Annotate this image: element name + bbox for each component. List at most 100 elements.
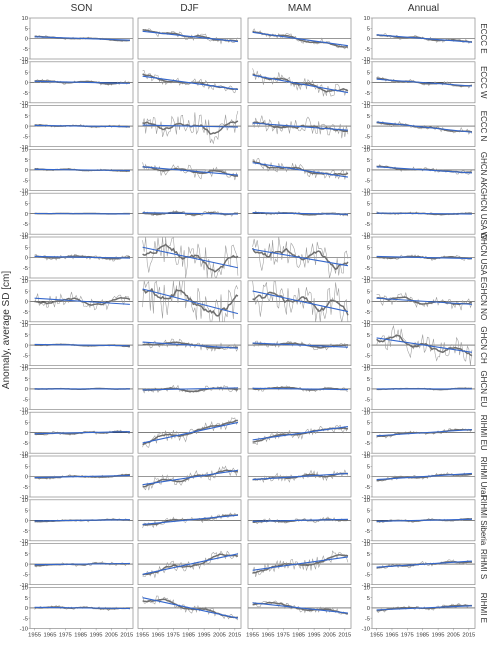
y-tick-label: -10 [362,495,370,501]
y-tick-label: 10 [22,454,28,460]
panel-ghcn-usa-w-son [30,193,133,235]
y-tick-label: 0 [367,343,370,349]
panel-ghcn-ak-djf [138,149,241,191]
panel-frame [137,368,242,410]
x-tick-label: 1965 [44,632,57,638]
y-tick-label: -10 [20,408,28,414]
y-tick-label: 5 [25,421,28,427]
x-tick-label: 1965 [152,632,165,638]
trend-line [34,343,130,347]
trend-line [376,34,472,43]
y-tick-label: -5 [365,397,370,403]
y-tick-label: 0 [25,81,28,87]
y-tick-label: 5 [25,552,28,558]
y-tick-label: -10 [362,320,370,326]
panel-frame [247,587,352,629]
trend-line [376,78,472,87]
y-tick-label: 10 [364,367,370,373]
panel-rihmi-eu-mam [248,412,351,454]
panel-ghcn-ak-mam [248,149,351,191]
row-label-eccc-w: ECCC W [479,66,488,99]
row-label-eccc-n: ECCC N [479,111,488,142]
trend-line [252,248,349,267]
panel-frame [247,455,352,498]
y-tick-label: 5 [25,289,28,295]
y-tick-label: 0 [367,431,370,437]
panel-ghcn-ch-mam [248,324,351,366]
panel-rihmi-eu-annual [372,412,475,454]
panel-ghcn-no-son [30,280,133,322]
panel-frame [247,324,352,366]
y-tick-label: 5 [367,70,370,76]
y-tick-label: 10 [364,410,370,416]
panel-ghcn-ch-annual [372,324,475,366]
raw-series-line [142,465,239,491]
y-tick-label: 5 [25,26,28,32]
smoothed-series-line [252,601,348,615]
panel-ghcn-ch-son [30,324,133,366]
panel-rihmi-e-annual [372,587,475,629]
y-tick-label: 10 [364,586,370,592]
y-tick-label: -10 [20,232,28,238]
trend-line [34,36,130,41]
y-tick-label: 10 [22,148,28,154]
trend-line [142,246,239,269]
panels [29,17,476,629]
y-tick-label: 0 [367,606,370,612]
panel-eccc-n-annual [372,105,475,147]
x-tick-label: 1965 [386,632,399,638]
y-tick-label: 10 [364,498,370,504]
y-tick-label: 0 [367,81,370,87]
y-tick-label: -5 [365,616,370,622]
trend-line [142,421,239,444]
trend-line [376,297,472,305]
y-tick-label: 5 [367,552,370,558]
y-tick-label: -5 [23,266,28,272]
row-label-ghcn-usa-e: GHCN USA E [479,233,488,282]
trend-line [376,605,472,611]
trend-line [142,124,238,128]
x-tick-label: 2005 [105,632,118,638]
row-label-ghcn-ch: GHCN CH [479,326,488,364]
trend-line [142,75,239,91]
x-tick-label: 1955 [136,632,149,638]
x-tick-label: 1975 [167,632,180,638]
y-tick-label: 10 [22,104,28,110]
y-tick-label: 0 [25,606,28,612]
x-tick-label: 1955 [370,632,383,638]
y-tick-label: -5 [23,310,28,316]
trend-line [252,122,348,131]
panel-ghcn-usa-w-djf [138,193,241,235]
panel-rihmi-siberia-mam [248,499,351,541]
column-header-mam: MAM [288,3,311,14]
y-tick-label: -10 [362,232,370,238]
panel-frame [247,105,352,147]
y-tick-label: 0 [25,475,28,481]
column-header-annual: Annual [408,3,439,14]
trend-line [376,212,472,215]
y-tick-label: 0 [367,37,370,43]
panel-rihmi-eu-son [30,412,133,454]
panel-ghcn-usa-w-annual [372,193,475,235]
y-tick-label: 5 [367,596,370,602]
y-tick-label: 10 [364,104,370,110]
y-tick-label: 5 [367,245,370,251]
smoothed-series-line [142,341,239,350]
x-tick-label: 1995 [90,632,103,638]
trend-line [252,31,349,47]
trend-line [376,166,472,174]
y-tick-label: -5 [23,441,28,447]
y-tick-label: 0 [367,475,370,481]
x-tick-label: 2005 [213,632,226,638]
y-tick-label: -10 [362,276,370,282]
y-tick-label: -10 [362,364,370,370]
panel-frame [247,280,352,323]
y-tick-label: 0 [25,300,28,306]
trend-line [142,553,239,575]
panel-frame [247,61,352,104]
y-tick-label: -5 [365,354,370,360]
panel-eccc-e-djf [138,18,241,59]
panel-frame [247,236,352,279]
y-tick-label: -10 [20,364,28,370]
